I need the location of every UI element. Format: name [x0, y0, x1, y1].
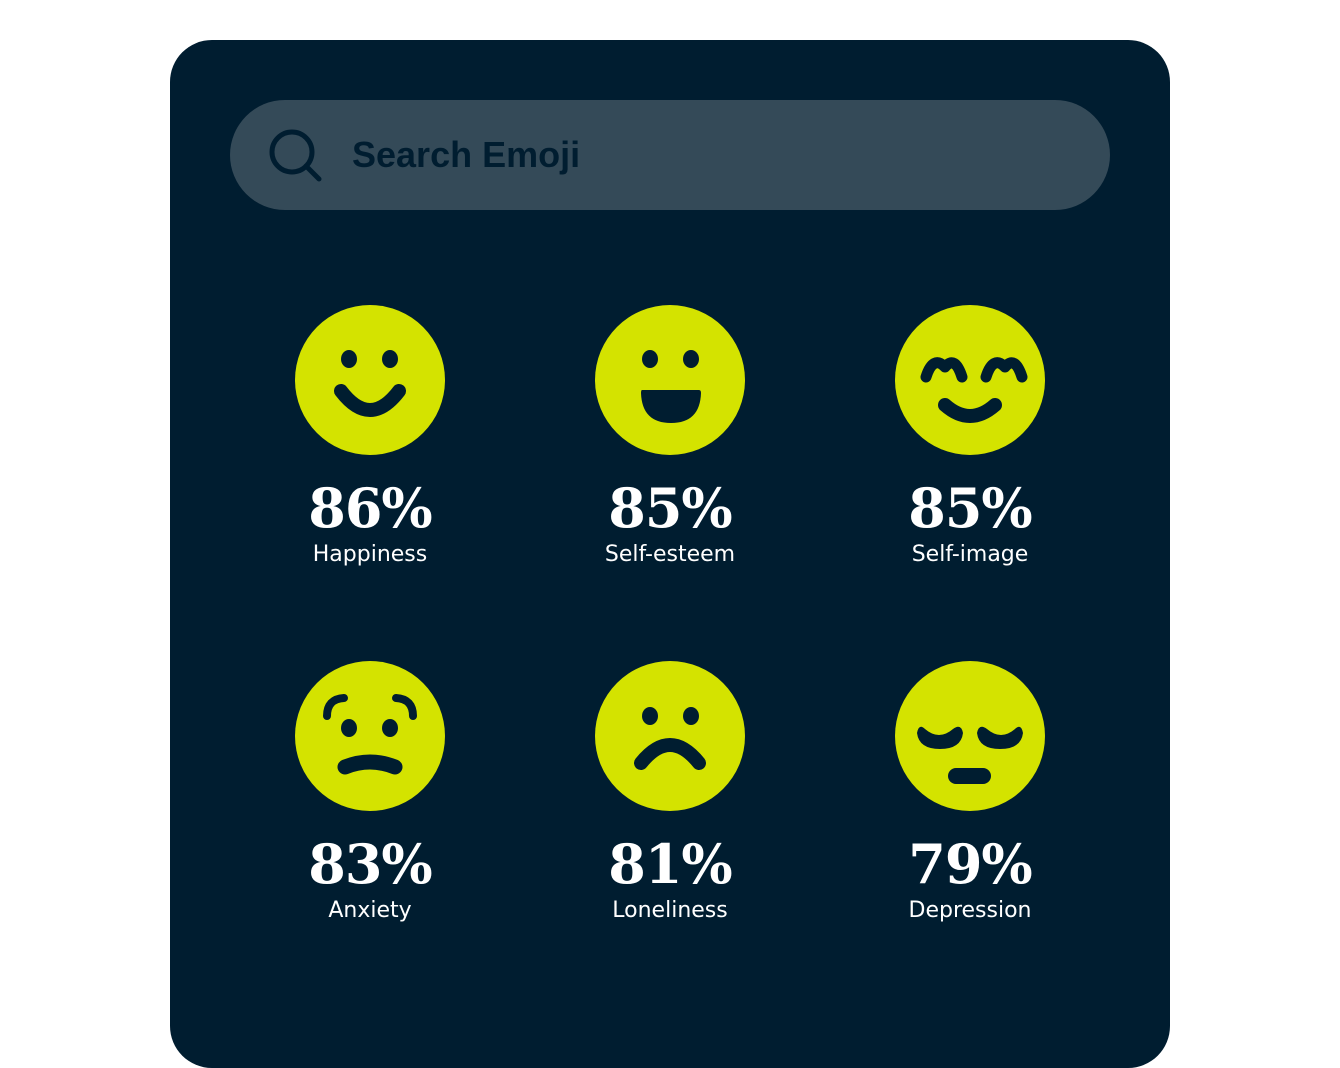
emoji-label: Anxiety — [328, 898, 412, 923]
emoji-label: Self-esteem — [604, 542, 736, 567]
emoji-item-self-esteem[interactable]: 85% Self-esteem — [520, 305, 820, 569]
pensive-face-icon — [895, 661, 1045, 811]
anxious-face-icon — [295, 661, 445, 811]
search-bar[interactable] — [230, 100, 1110, 210]
percent-value: 81% — [608, 832, 732, 896]
emoji-item-self-image[interactable]: 85% Self-image — [820, 305, 1120, 569]
search-input[interactable] — [352, 134, 1052, 176]
percent-value: 85% — [608, 476, 732, 540]
emoji-item-loneliness[interactable]: 81% Loneliness — [520, 661, 820, 925]
smiling-face-icon — [295, 305, 445, 455]
emoji-label: Self-image — [911, 542, 1029, 567]
search-icon — [269, 129, 322, 182]
emoji-card: 86% Happiness 85% Self-esteem 85% Self-i… — [170, 40, 1170, 1068]
percent-value: 86% — [308, 476, 432, 540]
percent-value: 79% — [908, 832, 1032, 896]
emoji-item-happiness[interactable]: 86% Happiness — [220, 305, 520, 569]
emoji-item-anxiety[interactable]: 83% Anxiety — [220, 661, 520, 925]
emoji-label: Depression — [908, 898, 1032, 923]
smiling-closed-eyes-face-icon — [895, 305, 1045, 455]
frowning-face-icon — [595, 661, 745, 811]
percent-value: 85% — [908, 476, 1032, 540]
emoji-label: Loneliness — [612, 898, 728, 923]
percent-value: 83% — [308, 832, 432, 896]
emoji-label: Happiness — [312, 542, 428, 567]
emoji-item-depression[interactable]: 79% Depression — [820, 661, 1120, 925]
grinning-face-icon — [595, 305, 745, 455]
